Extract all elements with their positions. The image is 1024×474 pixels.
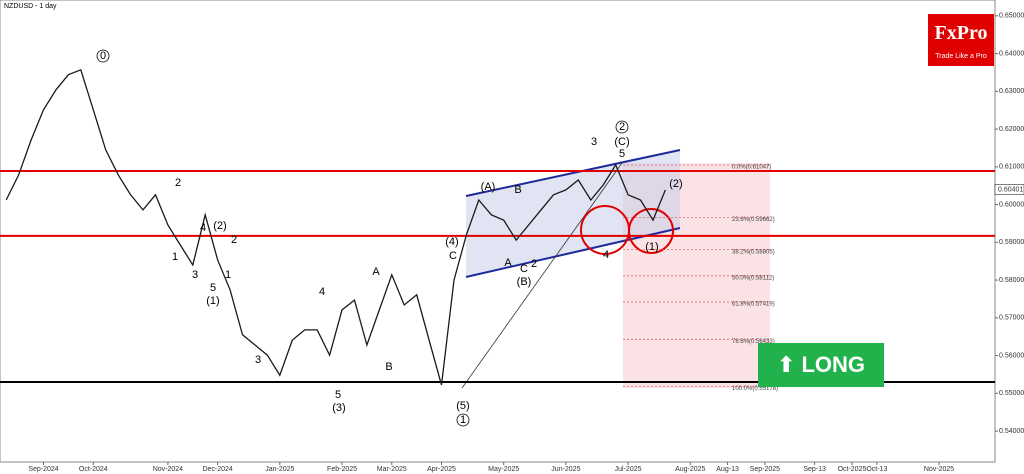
y-tick-label: 0.59000 <box>999 239 1024 246</box>
wave-label: 4 <box>603 249 609 261</box>
y-tick-label: 0.57000 <box>999 315 1024 322</box>
y-tick-label: 0.55000 <box>999 390 1024 397</box>
price-tag <box>994 184 1024 195</box>
wave-circle <box>96 49 110 63</box>
symbol-title: NZDUSD - 1 day <box>4 3 57 10</box>
x-tick-label: Dec-2024 <box>202 466 232 473</box>
wave-label: (A) <box>481 181 496 193</box>
wave-label: C <box>449 250 457 262</box>
x-tick-label: Jun-2025 <box>551 466 580 473</box>
y-tick-label: 0.61000 <box>999 164 1024 171</box>
fib-label: 23.6%(0.59662) <box>732 217 775 223</box>
y-tick-label: 0.65000 <box>999 13 1024 20</box>
x-tick-label: Aug-13 <box>716 466 739 473</box>
wave-label: (4) <box>445 236 458 248</box>
logo-text: FxPro <box>934 22 988 44</box>
logo-tagline: Trade Like a Pro <box>935 53 987 60</box>
wave-label: 2 <box>619 121 625 133</box>
fib-label: 50.0%(0.58112) <box>732 275 774 281</box>
wave-label: 3 <box>255 354 261 366</box>
last-price: 0.60401 <box>998 186 1023 193</box>
wave-label: 3 <box>192 269 198 281</box>
wave-label: (3) <box>332 402 345 414</box>
x-tick-label: Apr-2025 <box>427 466 456 473</box>
wave-label: (B) <box>517 276 532 288</box>
wave-label: (5) <box>456 400 469 412</box>
x-tick-label: May-2025 <box>488 466 519 473</box>
x-tick-label: Nov-2024 <box>153 466 183 473</box>
fib-label: 61.8%(0.57419) <box>732 302 775 308</box>
x-tick-label: Oct-13 <box>866 466 887 473</box>
wave-label: 5 <box>335 389 341 401</box>
fib-label: 0.0%(0.61047) <box>732 165 771 171</box>
channel-top <box>465 149 681 197</box>
x-tick-label: Sep-2025 <box>750 466 780 473</box>
wave-circle <box>615 120 629 134</box>
wave-label: A <box>504 257 512 269</box>
wave-label: C <box>520 263 528 275</box>
x-tick-label: Mar-2025 <box>377 466 407 473</box>
wave-label: 3 <box>591 136 597 148</box>
x-tick-label: Jan-2025 <box>265 466 294 473</box>
x-tick-label: Sep-13 <box>803 466 826 473</box>
y-tick-label: 0.60000 <box>999 201 1024 208</box>
signal-badge: ⬆ LONG <box>758 343 884 387</box>
wave-label: (1) <box>645 241 658 253</box>
signal-text: LONG <box>801 352 866 377</box>
wave-label: (2) <box>213 220 226 232</box>
x-tick-label: Feb-2025 <box>327 466 357 473</box>
wave-label: (2) <box>669 178 682 190</box>
wave-label: (1) <box>206 295 219 307</box>
y-tick-label: 0.54000 <box>999 428 1024 435</box>
logo: FxPro Trade Like a Pro <box>928 14 994 66</box>
wave-label: (C) <box>614 136 629 148</box>
wave-label: 5 <box>210 282 216 294</box>
y-tick-label: 0.56000 <box>999 352 1024 359</box>
wave-label: A <box>372 266 380 278</box>
wave-label: 1 <box>225 269 231 281</box>
wave-label: 2 <box>175 177 181 189</box>
wave-circle <box>456 413 470 427</box>
circle-marker <box>628 208 674 254</box>
trend-line <box>461 162 623 389</box>
wave-label: 2 <box>531 258 537 270</box>
wave-label: B <box>385 361 392 373</box>
x-tick-label: Oct-2024 <box>79 466 108 473</box>
wave-label: 1 <box>460 414 466 426</box>
wave-label: 0 <box>100 50 106 62</box>
fib-label: 78.6%(0.56433) <box>732 339 775 345</box>
wave-label: 5 <box>619 148 625 160</box>
wave-label: 1 <box>172 251 178 263</box>
y-tick-label: 0.58000 <box>999 277 1024 284</box>
x-tick-label: Jul-2025 <box>615 466 642 473</box>
fib-label: 38.2%(0.58805) <box>732 249 775 255</box>
wave-label: 2 <box>231 234 237 246</box>
wave-label: 4 <box>319 286 325 298</box>
x-tick-label: Sep-2024 <box>28 466 58 473</box>
channel-fill <box>466 150 680 277</box>
wave-label: 4 <box>200 222 206 234</box>
price-line <box>5 68 667 386</box>
y-tick-label: 0.62000 <box>999 126 1024 133</box>
x-tick-label: Oct-2025 <box>838 466 867 473</box>
wave-label: B <box>514 184 521 196</box>
y-tick-label: 0.64000 <box>999 50 1024 57</box>
y-tick-label: 0.63000 <box>999 88 1024 95</box>
x-tick-label: Aug-2025 <box>675 466 705 473</box>
fib-label: 100.0%(0.55178) <box>732 386 778 392</box>
x-tick-label: Nov-2025 <box>924 466 954 473</box>
